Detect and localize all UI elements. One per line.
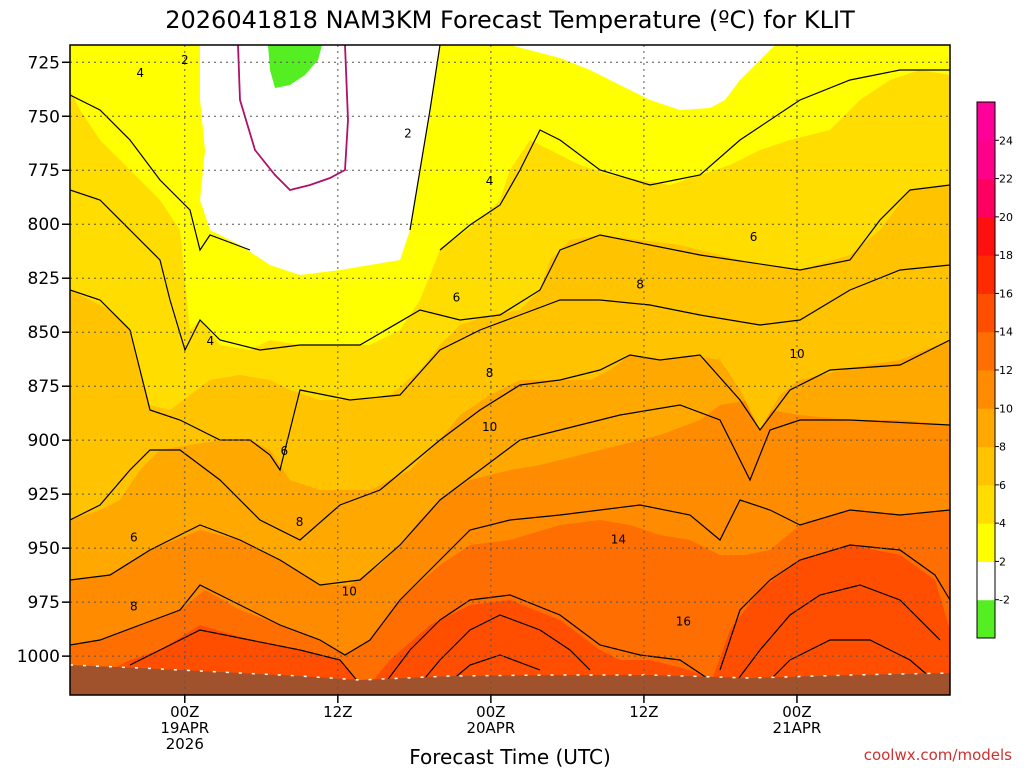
x-tick-label: 2026 (166, 735, 204, 753)
x-tick-label: 00Z (782, 703, 811, 721)
contour-labels: 4 2 2 4 4 6 6 6 8 8 8 8 6 10 10 10 14 16 (130, 53, 805, 628)
plot-frame (69, 44, 951, 696)
contour-label: 8 (296, 515, 304, 529)
x-axis-label: Forecast Time (UTC) (409, 745, 611, 768)
contour-label: 14 (611, 533, 626, 547)
colorbar-swatch (977, 446, 995, 486)
credit-text: coolwx.com/models (864, 746, 1012, 764)
x-tick-label: 21APR (773, 719, 822, 737)
x-tick-label: 20APR (466, 719, 515, 737)
contour-label: 4 (486, 174, 494, 188)
colorbar-swatch (977, 370, 995, 409)
colorbar-tick-label: 14 (999, 326, 1013, 339)
contour-label: 8 (486, 366, 494, 380)
colorbar-tick-label: 8 (999, 441, 1006, 454)
colorbar-tick-label: 16 (999, 287, 1013, 300)
y-tick-label: 950 (28, 539, 60, 559)
plot-area: 4 2 2 4 4 6 6 6 8 8 8 8 6 10 10 10 14 16 (70, 45, 950, 695)
contour-6 (70, 184, 950, 352)
x-tick-label: 12Z (629, 703, 658, 721)
temp-band-2b (510, 45, 775, 110)
contour-label: 8 (636, 278, 644, 292)
colorbar-swatch (977, 484, 995, 524)
colorbar-swatch (977, 408, 995, 448)
colorbar-swatch (977, 102, 995, 141)
colorbar-tick-label: 20 (999, 211, 1013, 224)
colorbar-swatch (977, 561, 995, 601)
colorbar-swatch (977, 216, 995, 256)
contour-label: 4 (206, 334, 214, 348)
ground (70, 665, 950, 695)
contour-label: 4 (136, 66, 144, 80)
y-tick-label: 1000 (17, 647, 60, 667)
y-tick-label: 725 (28, 53, 60, 73)
temp-band-2 (200, 45, 440, 275)
contour-label: 10 (789, 347, 804, 361)
contour-label: 2 (181, 53, 189, 67)
colorbar-tick-label: -2 (999, 594, 1010, 607)
contour-label: 10 (342, 584, 357, 598)
colorbar-tick-label: 4 (999, 517, 1006, 530)
colorbar-tick-label: 10 (999, 402, 1013, 415)
y-tick-label: 750 (28, 107, 60, 127)
y-tick-label: 975 (28, 593, 60, 613)
contour-16 (414, 584, 941, 691)
contour-label: 6 (280, 444, 288, 458)
colorbar-swatch (977, 599, 995, 639)
x-tick-label: 12Z (323, 703, 352, 721)
contour-10 (70, 404, 950, 586)
contour-12 (70, 499, 950, 656)
colorbar-tick-label: 6 (999, 479, 1006, 492)
y-tick-label: 900 (28, 431, 60, 451)
zero-contour (237, 45, 349, 191)
y-tick-label: 825 (28, 269, 60, 289)
y-tick-label: 800 (28, 215, 60, 235)
contour-8b (70, 339, 950, 541)
x-tick-label: 19APR (160, 719, 209, 737)
contour-label: 8 (130, 599, 138, 613)
colorbar-tick-label: 2 (999, 555, 1006, 568)
y-tick-label: 850 (28, 323, 60, 343)
grid-lines (70, 45, 950, 695)
chart-title: 2026041818 NAM3KM Forecast Temperature (… (165, 6, 855, 34)
y-tick-label: 775 (28, 161, 60, 181)
contour-label: 10 (482, 420, 497, 434)
contour-8 (70, 264, 950, 472)
contour-label: 6 (453, 291, 461, 305)
colorbar-swatch (977, 331, 995, 371)
colorbar-tick-label: 18 (999, 249, 1013, 262)
y-tick-label: 925 (28, 485, 60, 505)
contour-2 (409, 45, 441, 231)
contour-label: 2 (404, 127, 412, 141)
colorbar-tick-label: 22 (999, 173, 1013, 186)
colorbar-tick-label: 24 (999, 134, 1013, 147)
colorbar-swatch (977, 140, 995, 180)
contour-4 (70, 94, 251, 252)
contour-14 (129, 544, 950, 691)
contour-4b (439, 69, 950, 251)
colorbar-swatch (977, 255, 995, 294)
temp-band-neg (268, 45, 322, 88)
x-tick-label: 00Z (170, 703, 199, 721)
y-tick-label: 875 (28, 377, 60, 397)
colorbar-swatch (977, 293, 995, 333)
colorbar-swatch (977, 178, 995, 218)
contour-label: 6 (130, 530, 138, 544)
colorbar-swatch (977, 523, 995, 562)
colorbar-tick-label: 12 (999, 364, 1013, 377)
contour-label: 6 (750, 230, 758, 244)
y-axis: 725 750 775 800 825 850 875 900 925 950 975 1000 (17, 53, 70, 667)
x-tick-label: 00Z (476, 703, 505, 721)
contour-label: 16 (676, 615, 691, 629)
